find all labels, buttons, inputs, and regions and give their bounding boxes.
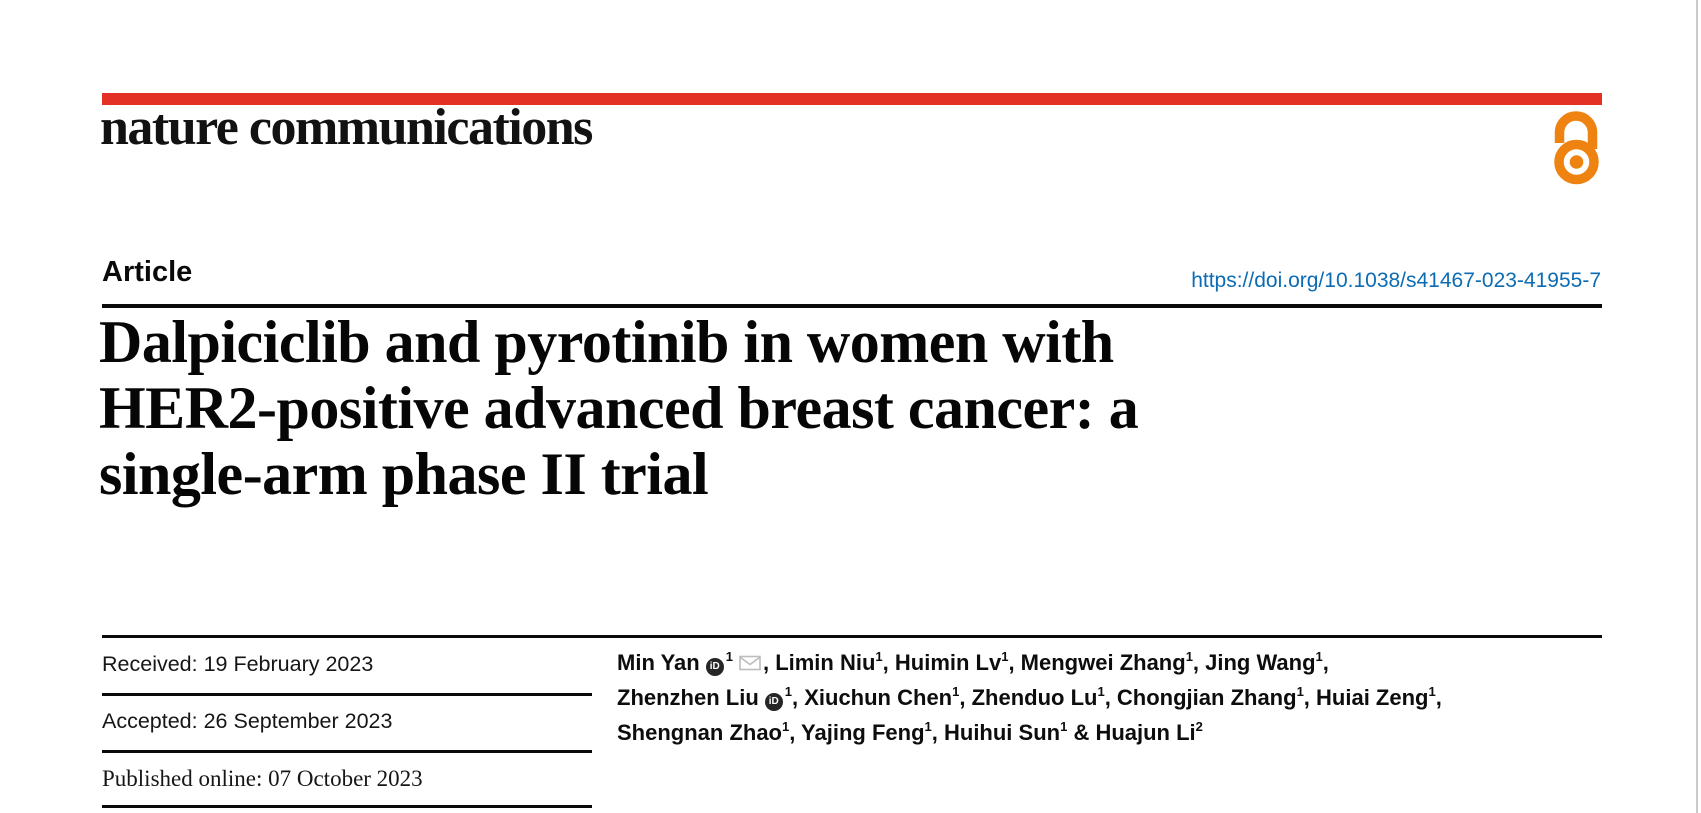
accepted-date: Accepted: 26 September 2023 [102, 709, 393, 733]
orcid-icon[interactable]: iD [764, 693, 783, 711]
author-name-text: , [1435, 685, 1442, 710]
author-line: Zhenzhen Liu iD1, Xiuchun Chen1, Zhenduo … [617, 680, 1612, 715]
article-title-line-3: single-arm phase II trial [99, 441, 709, 507]
author-name-text: Min Yan [617, 650, 700, 675]
affiliation-superscript: 1 [952, 683, 960, 699]
author-name-text: , Huiai Zeng [1303, 685, 1429, 710]
author-name-text: Shengnan Zhao [617, 720, 782, 745]
dates-top-rule [102, 635, 1602, 638]
masthead-red-rule [102, 93, 1602, 105]
page-right-edge [1696, 0, 1698, 813]
journal-logo: nature communications [100, 99, 593, 156]
received-date: Received: 19 February 2023 [102, 652, 374, 676]
affiliation-superscript: 1 [725, 648, 733, 664]
published-online-date: Published online: 07 October 2023 [102, 766, 423, 791]
affiliation-superscript: 1 [1296, 683, 1304, 699]
author-name-text: , Zhenduo Lu [959, 685, 1098, 710]
author-name-text: , Huihui Sun [931, 720, 1061, 745]
orcid-icon[interactable]: iD [705, 658, 724, 676]
affiliation-superscript: 2 [1195, 718, 1203, 734]
dates-divider-3 [102, 805, 592, 808]
author-name-text: , Xiuchun Chen [792, 685, 953, 710]
author-list: Min Yan iD1 , Limin Niu1, Huimin Lv1, Men… [617, 645, 1612, 750]
header-rule [102, 304, 1602, 308]
author-name-text: Zhenzhen Liu [617, 685, 759, 710]
author-name-text: , Jing Wang [1192, 650, 1316, 675]
affiliation-superscript: 1 [1097, 683, 1105, 699]
open-access-icon [1554, 111, 1599, 185]
article-type-label: Article [102, 256, 193, 288]
article-title-line-1: Dalpiciclib and pyrotinib in women with [99, 309, 1114, 375]
author-name-text: & Huajun Li [1067, 720, 1196, 745]
affiliation-superscript: 1 [1185, 648, 1193, 664]
author-line: Shengnan Zhao1, Yajing Feng1, Huihui Sun… [617, 715, 1612, 750]
article-title: Dalpiciclib and pyrotinib in women with … [99, 309, 1139, 507]
author-name-text: , [1322, 650, 1329, 675]
affiliation-superscript: 1 [784, 683, 792, 699]
author-name-text: , Chongjian Zhang [1104, 685, 1297, 710]
article-title-line-2: HER2-positive advanced breast cancer: a [99, 375, 1139, 441]
affiliation-superscript: 1 [1315, 648, 1323, 664]
author-name-text: , Mengwei Zhang [1008, 650, 1186, 675]
affiliation-superscript: 1 [1428, 683, 1436, 699]
affiliation-superscript: 1 [875, 648, 883, 664]
affiliation-superscript: 1 [1060, 718, 1068, 734]
dates-divider-2 [102, 750, 592, 753]
author-line: Min Yan iD1 , Limin Niu1, Huimin Lv1, Men… [617, 645, 1612, 680]
author-name-text: , Yajing Feng [789, 720, 925, 745]
author-name-text: , Huimin Lv [882, 650, 1002, 675]
dates-divider-1 [102, 693, 592, 696]
author-name-text: , Limin Niu [762, 650, 876, 675]
affiliation-superscript: 1 [924, 718, 932, 734]
email-icon[interactable] [739, 655, 761, 671]
doi-link[interactable]: https://doi.org/10.1038/s41467-023-41955… [1191, 269, 1601, 292]
affiliation-superscript: 1 [782, 718, 790, 734]
affiliation-superscript: 1 [1001, 648, 1009, 664]
